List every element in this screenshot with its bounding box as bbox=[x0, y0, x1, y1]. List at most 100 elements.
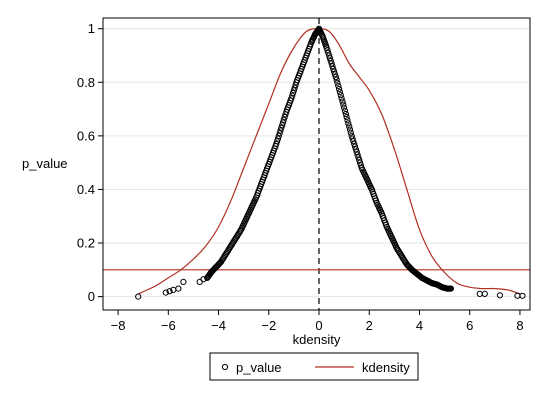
p-value-point bbox=[274, 138, 281, 145]
p-value-point bbox=[346, 126, 354, 133]
x-tick-label-4: 0 bbox=[315, 318, 322, 333]
p-value-point bbox=[281, 114, 288, 121]
p-value-point bbox=[290, 89, 297, 97]
legend: p_value kdensity bbox=[209, 352, 419, 381]
p-value-point bbox=[387, 232, 395, 239]
y-tick-label-4: 0.8 bbox=[77, 75, 95, 90]
p-value-point bbox=[242, 217, 249, 224]
p-value-point bbox=[162, 289, 169, 296]
p-value-point bbox=[280, 116, 287, 123]
p-value-point bbox=[341, 104, 348, 111]
x-tick-label-0: −8 bbox=[111, 318, 126, 333]
x-tick-label-3: −2 bbox=[261, 318, 276, 333]
p-value-point bbox=[275, 132, 282, 139]
p-value-point bbox=[307, 41, 314, 48]
p-value-point bbox=[336, 89, 343, 96]
p-value-point bbox=[337, 92, 344, 99]
y-tick-label-3: 0.6 bbox=[77, 128, 95, 143]
p-value-point bbox=[481, 290, 488, 297]
p-value-point bbox=[291, 84, 298, 91]
x-tick-label-7: 6 bbox=[466, 318, 473, 333]
p-value-point bbox=[324, 47, 331, 54]
kdensity-series bbox=[137, 28, 521, 295]
p-value-point bbox=[372, 197, 379, 204]
p-value-point bbox=[382, 221, 390, 228]
p-value-point bbox=[348, 132, 355, 139]
p-value-point bbox=[343, 114, 350, 121]
p-value-point bbox=[335, 82, 342, 90]
p-value-point bbox=[326, 55, 333, 62]
p-value-point bbox=[351, 140, 358, 147]
y-tick-label-0: 0 bbox=[88, 289, 95, 304]
p-value-point bbox=[351, 143, 359, 150]
p-value-point bbox=[215, 261, 222, 268]
p-value-point bbox=[327, 57, 334, 65]
y-tick-label-5: 1 bbox=[88, 21, 95, 36]
p-value-point bbox=[279, 119, 287, 126]
p-value-point bbox=[347, 129, 354, 136]
legend-marker-p-value bbox=[221, 363, 229, 371]
p-value-point bbox=[252, 196, 259, 203]
p-value-point bbox=[392, 243, 400, 250]
p-value-point bbox=[237, 227, 244, 235]
x-tick-label-8: 8 bbox=[516, 318, 523, 333]
x-tick-label-5: 2 bbox=[366, 318, 373, 333]
p-value-point bbox=[353, 148, 360, 155]
p-value-point bbox=[330, 65, 337, 73]
x-tick-label-2: −4 bbox=[211, 318, 226, 333]
p-value-point bbox=[329, 63, 336, 70]
p-value-point bbox=[279, 122, 286, 129]
p-value-point bbox=[328, 60, 335, 67]
p-value-point bbox=[277, 127, 284, 134]
p-value-point bbox=[349, 135, 356, 142]
p-value-point bbox=[339, 98, 346, 105]
legend-label-kdensity: kdensity bbox=[362, 360, 410, 375]
p-value-point bbox=[166, 288, 173, 295]
p-value-point bbox=[362, 173, 369, 180]
p-value-point bbox=[334, 79, 341, 86]
p-value-point bbox=[355, 154, 362, 161]
p-value-series bbox=[135, 25, 526, 300]
reference-lines bbox=[103, 18, 530, 310]
legend-label-p-value: p_value bbox=[236, 360, 282, 375]
p-value-point bbox=[210, 266, 217, 273]
p-value-point bbox=[336, 85, 343, 93]
p-value-point bbox=[331, 68, 338, 75]
plot-frame bbox=[102, 17, 531, 311]
x-axis-ticks: −8 −6 −4 −2 0 2 4 6 8 bbox=[111, 310, 524, 333]
p-value-point bbox=[247, 206, 254, 214]
p-value-point bbox=[406, 264, 413, 271]
p-value-point bbox=[325, 49, 332, 56]
p-value-point bbox=[346, 123, 353, 130]
p-value-point bbox=[326, 52, 333, 59]
p-value-point bbox=[332, 73, 339, 81]
p-value-point bbox=[175, 285, 182, 292]
y-axis-title: p_value bbox=[22, 156, 68, 171]
p-value-point bbox=[342, 110, 349, 118]
p-value-point bbox=[354, 151, 361, 158]
legend-box bbox=[209, 352, 419, 381]
p-value-point bbox=[135, 293, 142, 300]
p-value-point bbox=[352, 146, 359, 153]
kdensity-line bbox=[137, 28, 521, 295]
p-value-point bbox=[341, 107, 349, 115]
p-value-point bbox=[278, 124, 285, 131]
p-value-point bbox=[377, 208, 385, 215]
p-value-point bbox=[447, 285, 454, 292]
x-tick-label-1: −6 bbox=[161, 318, 176, 333]
p-value-point bbox=[350, 138, 357, 145]
y-tick-label-2: 0.4 bbox=[77, 182, 95, 197]
p-value-point bbox=[338, 95, 345, 102]
p-value-point bbox=[345, 120, 352, 127]
p-value-point bbox=[356, 156, 363, 164]
p-value-point bbox=[289, 92, 296, 99]
p-value-point bbox=[333, 76, 340, 83]
x-tick-label-6: 4 bbox=[416, 318, 423, 333]
p-value-point bbox=[344, 117, 351, 124]
p-value-point bbox=[180, 278, 187, 285]
p-value-point bbox=[340, 101, 347, 108]
x-axis-title: kdensity bbox=[293, 332, 341, 347]
p-value-point bbox=[496, 292, 503, 299]
